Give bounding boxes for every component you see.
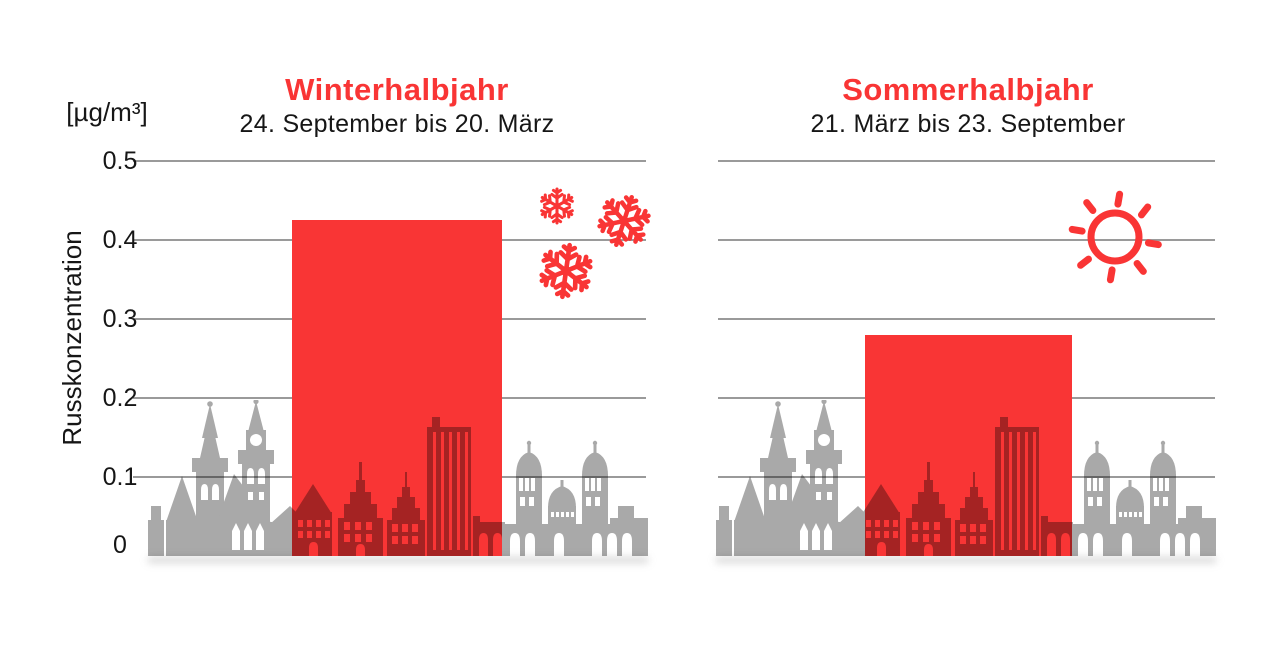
- winter-panel-title: Winterhalbjahr: [285, 72, 509, 107]
- gridline: [718, 160, 1215, 162]
- y-axis-title: Russkonzentration: [57, 230, 87, 446]
- y-axis-unit-label: [µg/m³]: [66, 97, 148, 127]
- sun-icon: [1068, 190, 1162, 284]
- y-tick-label: 0.2: [102, 384, 138, 412]
- gridline: [718, 318, 1215, 320]
- y-tick-label: 0.4: [102, 226, 138, 254]
- snowflakes-icon: [525, 178, 660, 303]
- city-skyline-silhouette: [148, 400, 648, 556]
- gridline: [133, 160, 646, 162]
- skyline-shadow: [716, 557, 1216, 563]
- skyline-shadow: [148, 557, 648, 563]
- summer-panel-subtitle: 21. März bis 23. September: [810, 110, 1126, 138]
- y-tick-label: 0.1: [102, 463, 138, 491]
- winter-panel-subtitle: 24. September bis 20. März: [239, 110, 555, 138]
- city-skyline-silhouette: [716, 400, 1216, 556]
- y-tick-label: 0: [113, 531, 127, 559]
- y-tick-label: 0.3: [102, 305, 138, 333]
- summer-panel-title: Sommerhalbjahr: [842, 72, 1094, 107]
- gridline: [718, 239, 1215, 241]
- y-tick-label: 0.5: [102, 147, 138, 175]
